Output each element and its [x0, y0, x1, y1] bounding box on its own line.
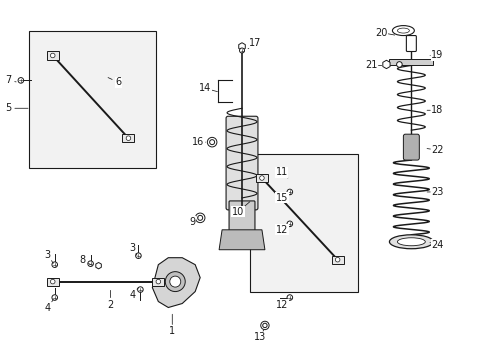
- Circle shape: [286, 221, 292, 226]
- Text: 1: 1: [169, 327, 175, 336]
- Text: 3: 3: [44, 250, 51, 260]
- Polygon shape: [96, 262, 101, 269]
- Text: 14: 14: [199, 84, 211, 93]
- Text: 6: 6: [115, 77, 122, 87]
- Text: 16: 16: [192, 137, 204, 147]
- Circle shape: [396, 62, 401, 67]
- Circle shape: [207, 138, 217, 147]
- Circle shape: [335, 257, 339, 262]
- Circle shape: [135, 253, 141, 258]
- Circle shape: [50, 53, 55, 58]
- Circle shape: [259, 176, 264, 180]
- Circle shape: [239, 48, 244, 53]
- Ellipse shape: [392, 26, 413, 36]
- Text: 24: 24: [430, 240, 443, 250]
- Text: 12: 12: [275, 300, 287, 310]
- Ellipse shape: [397, 28, 408, 33]
- Bar: [47, 51, 59, 59]
- Circle shape: [18, 78, 23, 83]
- Text: 10: 10: [231, 207, 244, 217]
- Bar: [122, 134, 134, 142]
- Circle shape: [260, 321, 268, 330]
- Ellipse shape: [397, 238, 425, 246]
- Ellipse shape: [388, 235, 432, 249]
- Bar: [255, 174, 267, 182]
- Bar: [152, 278, 164, 286]
- Text: 7: 7: [5, 75, 11, 85]
- Text: 20: 20: [374, 28, 387, 37]
- Text: 19: 19: [430, 50, 443, 60]
- Text: 21: 21: [365, 60, 377, 71]
- Circle shape: [195, 213, 204, 222]
- Circle shape: [209, 140, 214, 145]
- Bar: [249, 154, 357, 292]
- Text: 3: 3: [129, 243, 135, 253]
- Text: 5: 5: [5, 103, 11, 113]
- Text: 8: 8: [80, 255, 85, 265]
- Text: 9: 9: [189, 217, 195, 227]
- Text: 23: 23: [430, 187, 443, 197]
- Circle shape: [197, 215, 202, 220]
- Bar: [47, 278, 59, 286]
- Circle shape: [286, 189, 292, 195]
- FancyBboxPatch shape: [406, 36, 415, 51]
- Polygon shape: [152, 258, 200, 307]
- Circle shape: [88, 261, 93, 266]
- Circle shape: [126, 136, 130, 140]
- Bar: [331, 256, 343, 264]
- Polygon shape: [382, 60, 389, 69]
- Text: 11: 11: [275, 167, 287, 177]
- Text: 12: 12: [275, 225, 287, 235]
- Circle shape: [169, 276, 181, 287]
- Circle shape: [286, 295, 292, 300]
- Circle shape: [52, 262, 58, 267]
- FancyBboxPatch shape: [228, 201, 254, 231]
- Text: 18: 18: [430, 105, 443, 115]
- Text: 15: 15: [275, 193, 287, 203]
- Circle shape: [165, 272, 185, 292]
- Polygon shape: [238, 43, 245, 50]
- Circle shape: [52, 295, 58, 300]
- Text: 2: 2: [107, 300, 113, 310]
- FancyBboxPatch shape: [225, 116, 258, 210]
- FancyBboxPatch shape: [403, 134, 419, 160]
- Text: 17: 17: [248, 37, 261, 48]
- Text: 4: 4: [44, 302, 51, 312]
- Bar: [29, 31, 156, 168]
- Circle shape: [262, 323, 266, 328]
- Circle shape: [137, 287, 143, 292]
- Text: 22: 22: [430, 145, 443, 155]
- Polygon shape: [219, 230, 264, 250]
- Circle shape: [50, 279, 55, 284]
- Bar: [388, 59, 432, 66]
- Text: 13: 13: [253, 332, 265, 342]
- Circle shape: [156, 279, 160, 284]
- Text: 4: 4: [129, 289, 135, 300]
